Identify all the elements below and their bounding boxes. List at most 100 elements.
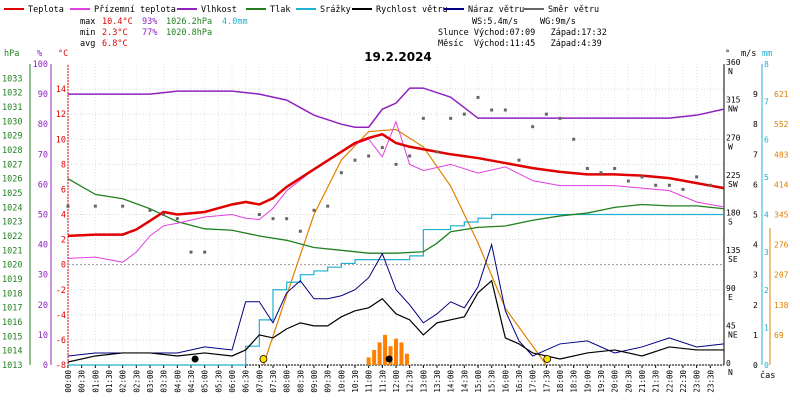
pressure-tick-label: 1013 — [2, 361, 22, 371]
direction-tick-label: 90 — [726, 284, 736, 293]
stats-min-temp: 2.3°C — [102, 28, 128, 38]
time-tick-label: 06:00 — [228, 370, 237, 393]
sun-tick-label: 69 — [774, 331, 784, 340]
wind-direction-point — [394, 162, 398, 166]
sun-tick-label: 207 — [774, 271, 789, 280]
wind-direction-point — [613, 167, 617, 171]
direction-tick-label: 0 — [726, 359, 731, 368]
rain-tick-label: 6 — [764, 135, 769, 144]
temperature-tick-label: 10 — [56, 135, 66, 145]
time-tick-label: 15:00 — [474, 370, 483, 393]
legend-label: Srážky — [320, 5, 351, 15]
temperature-tick-label: -8 — [56, 361, 66, 371]
pressure-tick-label: 1024 — [2, 203, 22, 213]
rain-bar — [377, 342, 382, 365]
wind-tick-label: 8 — [753, 120, 758, 129]
humidity-tick-label: 50 — [38, 211, 48, 221]
temperature-tick-label: 2 — [61, 236, 66, 246]
time-tick-label: 04:00 — [173, 370, 182, 393]
direction-tick-label: 45 — [726, 321, 736, 330]
pressure-tick-label: 1030 — [2, 117, 22, 127]
time-tick-label: 23:00 — [693, 370, 702, 393]
time-tick-label: 22:30 — [679, 370, 688, 393]
wind-direction-point — [695, 175, 699, 179]
wind-gust-stat: WG:9m/s — [540, 17, 576, 27]
temperature-tick-label: 8 — [61, 160, 66, 170]
moon-times: Měsíc Východ:11:45 Západ:4:39 — [438, 39, 602, 49]
wind-direction-point — [503, 108, 507, 112]
legend-label: Přízemní teplota — [94, 5, 176, 15]
rain-tick-label: 3 — [764, 248, 769, 257]
rain-tick-label: 4 — [764, 211, 769, 220]
wind-direction-point — [257, 213, 261, 216]
wind-direction-point — [462, 112, 466, 116]
stats-max-label: max — [80, 17, 95, 27]
time-tick-label: 12:00 — [392, 370, 401, 393]
stats-block: max 10.4°C 93% 1026.2hPa 4.0mm min 2.3°C… — [80, 17, 248, 49]
wind-direction-point — [476, 95, 480, 99]
sun-tick-label: 621 — [774, 90, 789, 99]
wind-direction-point — [203, 250, 207, 254]
time-tick-label: 18:00 — [556, 370, 565, 393]
time-tick-label: 06:30 — [242, 370, 251, 393]
direction-tick-label: 135 — [726, 246, 741, 255]
wind-direction-point — [517, 158, 521, 162]
direction-tick-label: 225 — [726, 171, 741, 180]
legend-label: Tlak — [270, 5, 290, 15]
rain-tick-label: 8 — [764, 60, 769, 69]
wind-direction-point — [312, 208, 316, 212]
pressure-tick-label: 1027 — [2, 160, 22, 170]
pressure-tick-label: 1017 — [2, 304, 22, 314]
wind-tick-label: 2 — [753, 301, 758, 310]
series-wind-line — [67, 279, 724, 363]
time-tick-label: 19:00 — [583, 370, 592, 393]
time-tick-label: 21:30 — [652, 370, 661, 393]
sun-tick-label: 345 — [774, 211, 789, 220]
wind-tick-label: 4 — [753, 241, 758, 250]
wind-direction-point — [271, 217, 275, 221]
sun-tick-label: 138 — [774, 301, 789, 310]
wind-direction-point — [585, 167, 589, 171]
series-gust-line — [67, 242, 725, 357]
sunrise-marker — [259, 355, 268, 363]
time-tick-label: 03:30 — [160, 370, 169, 393]
temperature-tick-label: 14 — [56, 85, 66, 95]
unit-pct: % — [37, 49, 42, 59]
temperature-tick-label: 4 — [61, 211, 66, 221]
direction-compass-label: N — [728, 368, 733, 377]
direction-tick-label: 270 — [726, 133, 741, 142]
pressure-tick-label: 1022 — [2, 232, 22, 242]
legend-label: Náraz větru — [468, 5, 524, 15]
pressure-tick-label: 1028 — [2, 146, 22, 156]
stats-max-hum: 93% — [142, 17, 157, 27]
direction-compass-label: NW — [728, 105, 738, 114]
sunset-marker — [543, 355, 552, 363]
pressure-tick-label: 1016 — [2, 318, 22, 328]
stats-avg-temp: 6.8°C — [102, 39, 128, 49]
time-tick-label: 01:00 — [91, 370, 100, 393]
wind-direction-point — [421, 116, 425, 120]
wind-tick-label: 1 — [753, 331, 758, 340]
wind-tick-label: 5 — [753, 211, 758, 220]
sun-times: Slunce Východ:07:09 Západ:17:32 — [438, 28, 607, 38]
pressure-tick-label: 1031 — [2, 103, 22, 113]
time-tick-label: 15:30 — [488, 370, 497, 393]
humidity-tick-label: 20 — [38, 301, 48, 311]
rain-tick-label: 1 — [764, 323, 769, 332]
legend-label: Rychlost větru — [376, 5, 448, 15]
time-tick-label: 05:00 — [201, 370, 210, 393]
wind-speed-stat: WS:5.4m/s — [472, 17, 518, 27]
rain-bar — [366, 357, 371, 365]
wind-direction-point — [189, 250, 193, 254]
wind-direction-point — [285, 217, 289, 221]
time-tick-label: 23:30 — [706, 370, 715, 393]
wind-direction-point — [162, 213, 166, 216]
wind-direction-point — [544, 112, 548, 116]
direction-tick-label: 180 — [726, 209, 741, 218]
stats-min-hum: 77% — [142, 28, 157, 38]
time-tick-label: 14:30 — [460, 370, 469, 393]
sun-tick-label: 276 — [774, 241, 789, 250]
wind-direction-point — [148, 208, 152, 212]
